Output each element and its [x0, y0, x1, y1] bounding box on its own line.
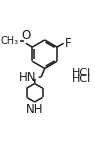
Text: NH: NH: [26, 103, 43, 116]
Text: CH₃: CH₃: [1, 36, 19, 46]
Text: HCl: HCl: [72, 74, 91, 83]
Text: F: F: [65, 37, 71, 50]
Text: HCl: HCl: [72, 68, 91, 78]
Text: O: O: [21, 29, 30, 42]
Text: HN: HN: [19, 71, 37, 84]
